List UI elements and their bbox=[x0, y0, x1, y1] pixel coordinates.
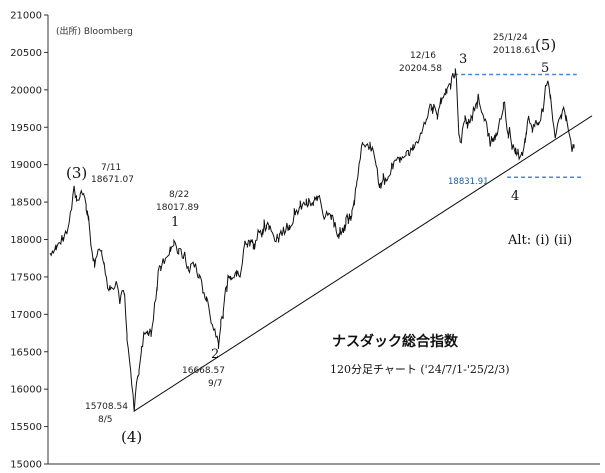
y-tick-label: 16500 bbox=[10, 347, 42, 358]
chart-subtitle: 120分足チャート ('24/7/1-'25/2/3) bbox=[330, 363, 510, 376]
wave-4-label: (4) bbox=[121, 428, 142, 446]
y-tick-label: 15500 bbox=[10, 422, 42, 433]
jul11-value-label: 18671.07 bbox=[91, 175, 134, 185]
wave-5-small-label: 5 bbox=[541, 61, 549, 76]
y-tick-label: 18500 bbox=[10, 198, 42, 209]
wave-1-label: 1 bbox=[171, 215, 179, 230]
y-tick-label: 19500 bbox=[10, 123, 42, 134]
source-label: (出所) Bloomberg bbox=[56, 25, 133, 37]
wave-3-small-label: 3 bbox=[459, 52, 467, 67]
aug22-value-label: 18017.89 bbox=[156, 203, 199, 213]
y-tick-label: 21000 bbox=[10, 11, 42, 22]
alt-wave-label: Alt: (i) (ii) bbox=[507, 233, 572, 248]
jan24-date-label: 25/1/24 bbox=[493, 33, 528, 43]
aug5-value-label: 15708.54 bbox=[85, 402, 128, 412]
y-ticks: 15000 15500 16000 16500 17000 17500 18000 18500… bbox=[10, 11, 48, 471]
aug5-date-label: 8/5 bbox=[98, 415, 112, 425]
sep7-date-label: 9/7 bbox=[208, 379, 222, 389]
jan24-value-label: 20118.61 bbox=[493, 46, 536, 56]
dec16-value-label: 20204.58 bbox=[399, 64, 442, 74]
y-tick-label: 18000 bbox=[10, 235, 42, 246]
sep7-value-label: 16668.57 bbox=[182, 366, 225, 376]
wave-4-small-label: 4 bbox=[511, 189, 519, 204]
dec16-date-label: 12/16 bbox=[410, 51, 436, 61]
y-tick-label: 16000 bbox=[10, 385, 42, 396]
wave-5-label: (5) bbox=[535, 36, 556, 54]
support-value-label: 18831.91 bbox=[448, 177, 489, 187]
jul11-date-label: 7/11 bbox=[101, 163, 121, 173]
aug22-date-label: 8/22 bbox=[169, 190, 189, 200]
y-tick-label: 17500 bbox=[10, 272, 42, 283]
wave-2-label: 2 bbox=[211, 347, 219, 362]
y-tick-label: 19000 bbox=[10, 160, 42, 171]
chart-title: ナスダック総合指数 bbox=[332, 333, 459, 350]
y-tick-label: 20500 bbox=[10, 48, 42, 59]
price-series-line bbox=[49, 68, 575, 412]
y-tick-label: 17000 bbox=[10, 310, 42, 321]
y-tick-label: 15000 bbox=[10, 460, 42, 471]
wave-3-label: (3) bbox=[66, 164, 87, 182]
reference-lines bbox=[133, 73, 593, 412]
y-tick-label: 20000 bbox=[10, 85, 42, 96]
trendline bbox=[133, 115, 593, 412]
